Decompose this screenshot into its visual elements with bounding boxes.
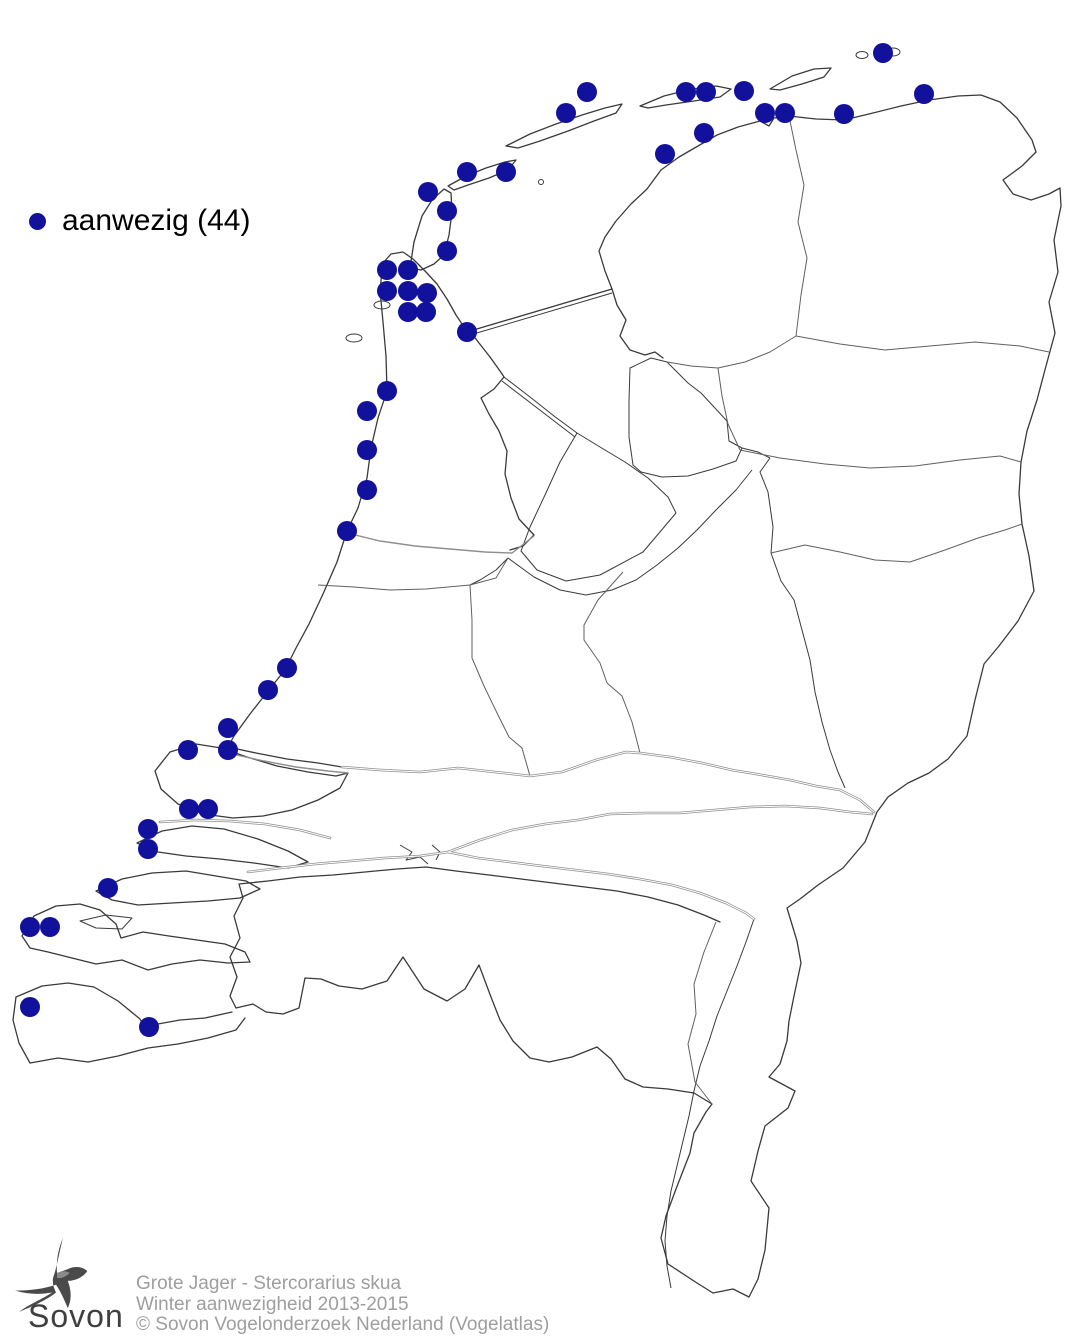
nederrijn-lek — [340, 750, 876, 814]
observation-dot — [676, 82, 696, 102]
border-drenthe-west — [717, 367, 741, 451]
observation-dot — [775, 103, 795, 123]
observation-dot — [218, 740, 238, 760]
observation-dot — [398, 281, 418, 301]
observation-dot — [258, 680, 278, 700]
observation-dot — [138, 819, 158, 839]
noordoostpolder — [628, 357, 743, 478]
goeree-overflakkee — [136, 825, 309, 869]
border-utrecht-west — [469, 584, 531, 777]
border-groningen-drenthe — [795, 335, 1050, 353]
observation-dot — [437, 201, 457, 221]
rottumerplaat — [855, 51, 869, 59]
observation-dot — [20, 997, 40, 1017]
observation-dot — [755, 103, 775, 123]
schiermonnikoog — [769, 67, 832, 91]
observation-dot — [696, 82, 716, 102]
friesland-ijsselmeer-coast — [611, 288, 664, 359]
observation-dot — [139, 1017, 159, 1037]
caption-copyright: © Sovon Vogelonderzoek Nederland (Vogela… — [136, 1314, 550, 1335]
observation-dot — [377, 381, 397, 401]
sovon-swallow-icon — [15, 1237, 88, 1313]
walcheren-zuid-beveland — [21, 903, 251, 971]
balgzand — [345, 333, 363, 343]
observation-dot — [398, 302, 418, 322]
observation-dot — [655, 144, 675, 164]
maas-limburg — [664, 918, 755, 1289]
voorne-putten — [154, 743, 349, 819]
noordzeekanaal — [346, 532, 535, 554]
observation-dot — [694, 123, 714, 143]
observation-dot — [337, 521, 357, 541]
observation-dot — [556, 103, 576, 123]
afsluitdijk — [469, 292, 613, 336]
observation-dot — [496, 162, 516, 182]
border-utrecht-east — [583, 571, 641, 754]
border-brabant-limburg — [687, 921, 717, 1105]
observation-dot — [577, 82, 597, 102]
houtribdijk — [501, 376, 578, 438]
ijssel-river — [759, 457, 846, 789]
observation-dot — [417, 283, 437, 303]
observation-dot — [20, 917, 40, 937]
zeeuws-vlaanderen-south — [12, 996, 246, 1064]
observation-dot — [418, 182, 438, 202]
sovon-logo-text: Sovon — [28, 1298, 124, 1334]
observation-dot — [377, 260, 397, 280]
kampen-shore — [741, 447, 771, 459]
observation-dot — [398, 260, 418, 280]
observation-dot — [834, 104, 854, 124]
legend: aanwezig (44) — [29, 204, 250, 238]
legend-label: aanwezig (44) — [62, 204, 251, 237]
terschelling — [505, 103, 623, 149]
observation-dot — [40, 917, 60, 937]
nieuwe-waterweg — [231, 753, 349, 774]
west-coast — [227, 262, 388, 768]
sovon-logo: Sovon — [6, 1236, 131, 1336]
border-noord-zuid-holland — [317, 557, 509, 591]
observation-dot — [457, 322, 477, 342]
observation-dot — [437, 241, 457, 261]
mainland-outline — [229, 94, 1062, 1298]
border-overijssel-gelderland — [770, 523, 1023, 563]
schouwen-duiveland — [95, 870, 261, 906]
observation-dot — [198, 799, 218, 819]
observation-dot — [357, 401, 377, 421]
flevopolder — [520, 432, 677, 582]
markermeer-coast — [469, 330, 535, 551]
observation-dot — [734, 81, 754, 101]
observation-dot — [457, 162, 477, 182]
border-friesland-groningen — [788, 115, 808, 337]
map-caption: Grote Jager - Stercorarius skua Winter a… — [136, 1273, 550, 1336]
border-drenthe-overijssel — [739, 449, 1022, 469]
rivers — [158, 532, 876, 921]
observation-dots — [20, 43, 934, 1037]
legend-dot-icon — [29, 212, 46, 230]
zeeuws-vlaanderen-north — [15, 982, 233, 1035]
noord-beveland — [79, 914, 133, 930]
map-outline — [12, 47, 1062, 1298]
observation-dot — [179, 799, 199, 819]
griend — [538, 179, 544, 185]
observation-dot — [357, 440, 377, 460]
observation-dot — [416, 302, 436, 322]
observation-dot — [377, 281, 397, 301]
observation-dot — [218, 718, 238, 738]
observation-dot — [873, 43, 893, 63]
observation-dot — [914, 84, 934, 104]
observation-dot — [277, 658, 297, 678]
noorderhaaks — [373, 300, 391, 310]
observation-dot — [138, 839, 158, 859]
border-friesland-drenthe — [666, 335, 797, 369]
observation-dot — [178, 740, 198, 760]
caption-species: Grote Jager - Stercorarius skua — [136, 1273, 402, 1294]
caption-period: Winter aanwezigheid 2013-2015 — [136, 1293, 409, 1315]
observation-dot — [357, 480, 377, 500]
observation-dot — [98, 878, 118, 898]
randmeren-bank — [469, 469, 753, 596]
hollands-diep-maas — [246, 850, 756, 921]
